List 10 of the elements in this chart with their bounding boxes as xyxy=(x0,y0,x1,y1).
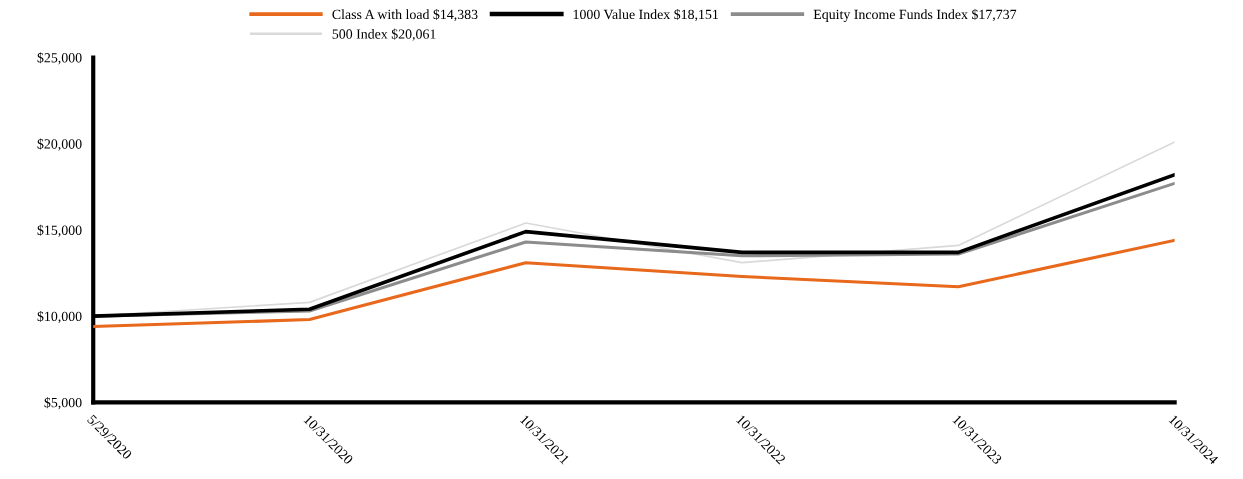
legend-label: 500 Index $20,061 xyxy=(332,28,436,41)
y-tick-label: $5,000 xyxy=(44,397,82,410)
y-tick-label: $20,000 xyxy=(37,138,82,151)
y-tick-label: $25,000 xyxy=(37,52,82,65)
y-tick-label: $10,000 xyxy=(37,310,82,324)
legend-label: Equity Income Funds Index $17,737 xyxy=(813,8,1017,22)
line-series xyxy=(93,238,1175,329)
legend-label: 1000 Value Index $18,151 xyxy=(573,8,719,22)
y-tick-label: $15,000 xyxy=(37,224,82,237)
legend-label: Class A with load $14,383 xyxy=(332,8,478,22)
